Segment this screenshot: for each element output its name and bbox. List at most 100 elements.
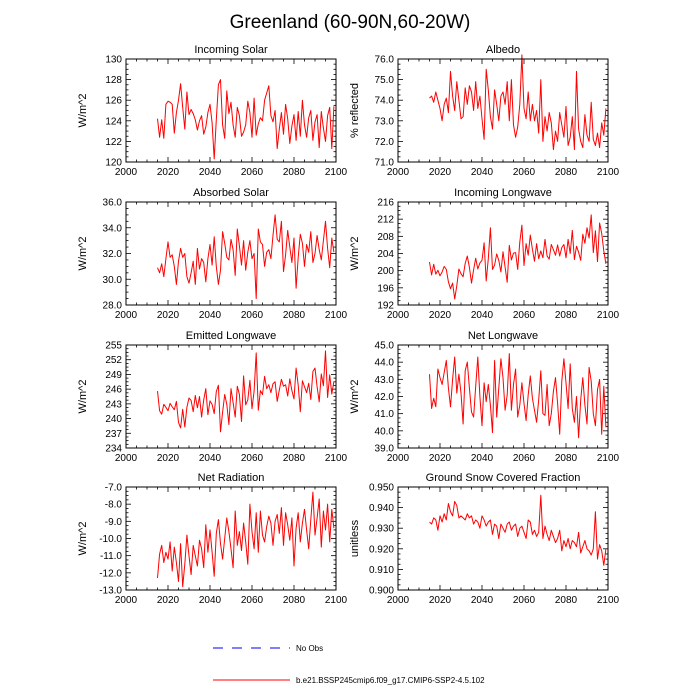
y-tick-label: 0.920 — [369, 544, 394, 555]
panel-title: Emitted Longwave — [186, 330, 277, 342]
y-tick-label: 74.0 — [375, 96, 395, 107]
plot-frame — [125, 344, 337, 449]
model-series-line — [429, 494, 607, 566]
y-tick-label: 30.0 — [103, 275, 123, 286]
y-tick-label: 128 — [105, 75, 122, 86]
x-tick-label: 2080 — [283, 167, 306, 178]
panel-title: Albedo — [486, 44, 520, 56]
y-tick-label: 196 — [377, 283, 394, 294]
y-tick-label: -8.0 — [105, 500, 123, 511]
y-tick-label: -7.0 — [105, 483, 123, 494]
x-tick-label: 2020 — [429, 453, 452, 464]
y-tick-label: 0.910 — [369, 565, 394, 576]
x-tick-label: 2020 — [157, 453, 180, 464]
y-tick-label: 76.0 — [375, 55, 395, 66]
x-tick-label: 2100 — [597, 167, 620, 178]
y-tick-label: 36.0 — [103, 198, 123, 209]
y-tick-label: 200 — [377, 266, 394, 277]
panel-title: Absorbed Solar — [193, 187, 269, 199]
panel-6: Net Longwave W/m^2 2000 2020 2040 2060 2080 210… — [349, 330, 620, 464]
y-tick-label: 42.0 — [375, 392, 395, 403]
y-tick-label: 246 — [105, 385, 122, 396]
plot-frame — [397, 344, 609, 449]
x-tick-label: 2020 — [429, 167, 452, 178]
x-tick-label: 2100 — [597, 310, 620, 321]
y-tick-label: 243 — [105, 399, 122, 410]
x-tick-label: 2060 — [513, 167, 536, 178]
x-tick-label: 2060 — [241, 167, 264, 178]
x-tick-label: 2000 — [115, 453, 138, 464]
y-axis-label: W/m^2 — [77, 237, 89, 271]
y-tick-label: 39.0 — [375, 444, 395, 455]
y-axis-label: W/m^2 — [77, 522, 89, 556]
x-tick-label: 2060 — [241, 595, 264, 606]
y-tick-label: -13.0 — [99, 586, 122, 597]
y-tick-label: 130 — [105, 55, 122, 66]
x-tick-label: 2060 — [513, 595, 536, 606]
x-tick-label: 2000 — [387, 310, 410, 321]
y-tick-label: 120 — [105, 158, 122, 169]
x-tick-label: 2080 — [555, 167, 578, 178]
x-tick-label: 2000 — [115, 167, 138, 178]
y-tick-label: 192 — [377, 301, 394, 312]
x-tick-label: 2040 — [471, 310, 494, 321]
x-tick-label: 2020 — [157, 167, 180, 178]
x-tick-label: 2100 — [325, 453, 348, 464]
model-legend-label: b.e21.BSSP245cmip6.f09_g17.CMIP6-SSP2-4.… — [296, 676, 485, 685]
y-tick-label: 0.900 — [369, 586, 394, 597]
x-tick-label: 2060 — [241, 310, 264, 321]
x-tick-label: 2080 — [555, 310, 578, 321]
y-tick-label: 212 — [377, 215, 394, 226]
model-series-line — [157, 214, 335, 300]
panel-title: Net Longwave — [468, 330, 538, 342]
x-tick-label: 2100 — [597, 595, 620, 606]
y-tick-label: -11.0 — [100, 551, 122, 562]
plot-frame — [125, 486, 337, 591]
x-tick-label: 2080 — [555, 453, 578, 464]
model-series-line — [157, 491, 335, 588]
y-tick-label: -10.0 — [99, 534, 122, 545]
y-tick-label: 0.940 — [369, 503, 394, 514]
y-tick-label: 0.950 — [369, 483, 394, 494]
x-tick-label: 2100 — [325, 595, 348, 606]
plot-frame — [397, 58, 609, 163]
x-tick-label: 2040 — [471, 595, 494, 606]
panel-title: Incoming Solar — [194, 44, 268, 56]
y-axis-label: W/m^2 — [77, 94, 89, 128]
x-tick-label: 2040 — [199, 595, 222, 606]
y-tick-label: 0.930 — [369, 524, 394, 535]
plot-frame — [125, 58, 337, 163]
x-tick-label: 2000 — [387, 167, 410, 178]
x-tick-label: 2040 — [199, 310, 222, 321]
figure-title: Greenland (60-90N,60-20W) — [230, 12, 471, 33]
x-tick-label: 2020 — [157, 595, 180, 606]
plot-frame — [397, 201, 609, 306]
y-tick-label: 40.0 — [375, 426, 395, 437]
y-tick-label: 204 — [377, 249, 394, 260]
x-tick-label: 2040 — [199, 453, 222, 464]
x-tick-label: 2020 — [157, 310, 180, 321]
x-tick-label: 2080 — [555, 595, 578, 606]
y-tick-label: -9.0 — [105, 517, 123, 528]
plot-frame — [125, 201, 337, 306]
y-tick-label: 28.0 — [103, 301, 123, 312]
panel-7: Net Radiation W/m^2 2000 2020 2040 2060 2080 21… — [77, 472, 348, 606]
y-tick-label: 44.0 — [375, 358, 395, 369]
y-tick-label: 72.0 — [375, 137, 395, 148]
y-tick-label: 216 — [377, 198, 394, 209]
panel-3: Absorbed Solar W/m^2 2000 2020 2040 2060 2080 2… — [77, 187, 348, 321]
x-tick-label: 2100 — [325, 167, 348, 178]
y-axis-label: % reflected — [349, 83, 361, 138]
y-tick-label: 71.0 — [375, 158, 395, 169]
y-tick-label: 237 — [105, 429, 122, 440]
y-tick-label: 252 — [105, 355, 122, 366]
y-tick-label: 208 — [377, 232, 394, 243]
y-tick-label: 41.0 — [375, 409, 395, 420]
y-axis-label: unitless — [349, 519, 361, 557]
y-tick-label: 73.0 — [375, 116, 395, 127]
panel-title: Incoming Longwave — [454, 187, 552, 199]
y-tick-label: 124 — [105, 116, 122, 127]
panel-2: Albedo % reflected 2000 2020 2040 2060 2080 210… — [349, 44, 620, 178]
x-tick-label: 2000 — [115, 310, 138, 321]
